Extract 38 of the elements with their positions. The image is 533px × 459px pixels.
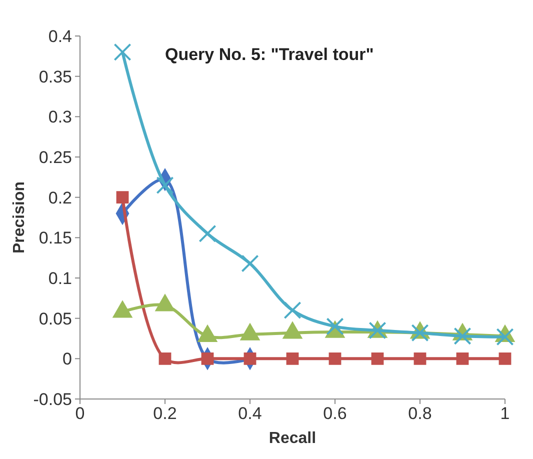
y-tick-label: 0.1: [48, 268, 72, 288]
point: [496, 328, 514, 346]
point: [326, 318, 344, 336]
point: [286, 352, 299, 365]
point: [158, 352, 172, 365]
point: [198, 224, 216, 242]
point: [456, 352, 469, 365]
point: [201, 352, 214, 365]
y-tick-label: -0.05: [33, 390, 72, 409]
x-tick-label: 0.6: [323, 404, 347, 423]
y-tick-label: 0.4: [48, 26, 72, 46]
point: [116, 191, 129, 204]
x-tick-label: 0.8: [408, 404, 432, 423]
x-tick-label: 0.2: [153, 404, 177, 423]
point: [454, 327, 472, 345]
y-tick-label: 0: [62, 350, 72, 369]
point: [498, 352, 512, 365]
point: [371, 352, 384, 365]
x-tick-label: 0.4: [238, 404, 262, 423]
point: [114, 43, 132, 61]
point: [414, 352, 426, 365]
annotation: Query No. 5: "Travel tour": [165, 45, 374, 64]
y-axis-title: Precision: [11, 181, 28, 254]
y-tick-label: 0.3: [48, 108, 72, 127]
point: [284, 301, 302, 320]
y-tick-label: 0.25: [38, 148, 72, 167]
y-tick-label: 0.2: [48, 188, 72, 208]
point: [244, 352, 256, 365]
x-tick-label: 1: [500, 404, 510, 423]
y-tick-label: 0.05: [38, 309, 72, 328]
point: [411, 324, 429, 342]
y-tick-label: 0.15: [38, 228, 72, 248]
point: [241, 254, 259, 272]
point: [328, 352, 342, 365]
y-tick-label: 0.35: [38, 67, 72, 86]
x-tick-label: 0: [75, 404, 85, 423]
x-axis-title: Recall: [268, 430, 316, 447]
point: [156, 176, 174, 194]
